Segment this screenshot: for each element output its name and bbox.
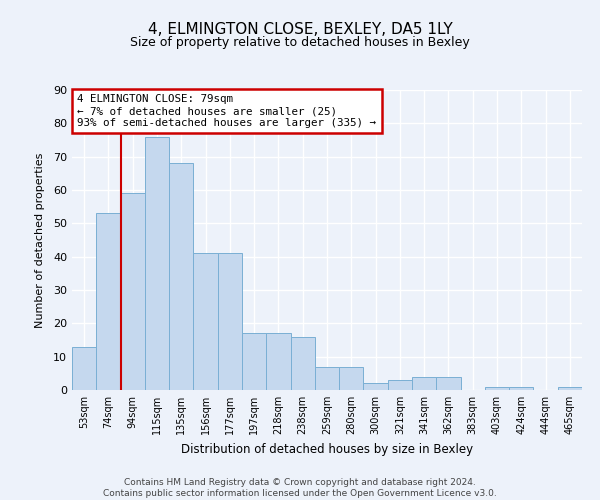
- Text: 4 ELMINGTON CLOSE: 79sqm
← 7% of detached houses are smaller (25)
93% of semi-de: 4 ELMINGTON CLOSE: 79sqm ← 7% of detache…: [77, 94, 376, 128]
- Bar: [388, 380, 412, 390]
- Text: Contains HM Land Registry data © Crown copyright and database right 2024.
Contai: Contains HM Land Registry data © Crown c…: [103, 478, 497, 498]
- Y-axis label: Number of detached properties: Number of detached properties: [35, 152, 44, 328]
- Bar: [315, 366, 339, 390]
- Bar: [339, 366, 364, 390]
- Bar: [96, 214, 121, 390]
- Bar: [218, 254, 242, 390]
- Bar: [558, 386, 582, 390]
- Bar: [121, 194, 145, 390]
- Bar: [242, 334, 266, 390]
- Bar: [364, 384, 388, 390]
- Bar: [290, 336, 315, 390]
- X-axis label: Distribution of detached houses by size in Bexley: Distribution of detached houses by size …: [181, 442, 473, 456]
- Text: 4, ELMINGTON CLOSE, BEXLEY, DA5 1LY: 4, ELMINGTON CLOSE, BEXLEY, DA5 1LY: [148, 22, 452, 38]
- Bar: [145, 136, 169, 390]
- Bar: [485, 386, 509, 390]
- Bar: [412, 376, 436, 390]
- Bar: [509, 386, 533, 390]
- Bar: [193, 254, 218, 390]
- Bar: [436, 376, 461, 390]
- Bar: [266, 334, 290, 390]
- Bar: [169, 164, 193, 390]
- Bar: [72, 346, 96, 390]
- Text: Size of property relative to detached houses in Bexley: Size of property relative to detached ho…: [130, 36, 470, 49]
